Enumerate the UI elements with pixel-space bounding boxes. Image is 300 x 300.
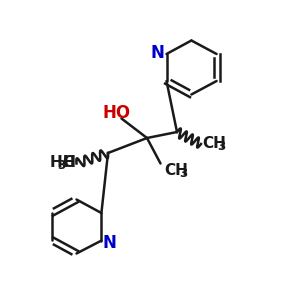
Text: 3: 3 — [179, 167, 187, 180]
Text: 3: 3 — [57, 159, 66, 172]
Text: 3: 3 — [218, 140, 226, 154]
Text: CH: CH — [164, 163, 188, 178]
Text: HO: HO — [102, 104, 130, 122]
Text: H: H — [50, 155, 62, 170]
Text: N: N — [151, 44, 164, 62]
Text: H: H — [62, 155, 75, 170]
Text: CH: CH — [202, 136, 226, 152]
Text: C: C — [62, 155, 73, 170]
Text: H: H — [62, 155, 75, 170]
Text: N: N — [103, 234, 117, 252]
